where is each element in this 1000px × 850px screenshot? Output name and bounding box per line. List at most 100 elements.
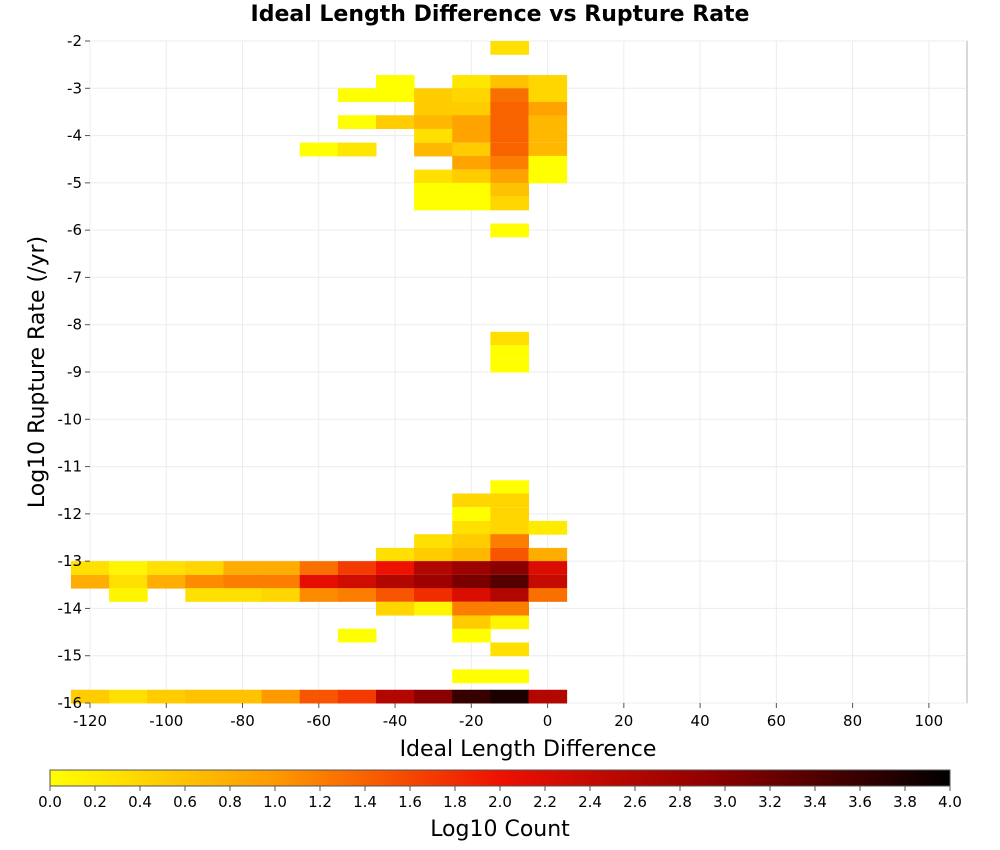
- heatmap-cell: [261, 561, 301, 575]
- heatmap-cell: [337, 574, 377, 589]
- heatmap-cell: [528, 75, 568, 89]
- x-tick-label: 100: [915, 712, 944, 730]
- heatmap-cell: [185, 588, 224, 602]
- heatmap-cell: [528, 547, 568, 562]
- heatmap-cell: [452, 169, 491, 184]
- x-tick-label: 60: [767, 712, 786, 730]
- x-tick-label: -100: [149, 712, 183, 730]
- heatmap-cell: [452, 115, 491, 129]
- y-tick-label: -16: [58, 694, 83, 712]
- heatmap-cell: [70, 574, 110, 589]
- heatmap-cell: [223, 588, 263, 602]
- heatmap-cell: [528, 102, 568, 116]
- heatmap-cell: [109, 689, 148, 704]
- heatmap-cell: [452, 88, 491, 103]
- heatmap-cell: [375, 601, 415, 616]
- heatmap-cell: [223, 689, 263, 704]
- heatmap-cell: [414, 574, 453, 589]
- heatmap-cell: [490, 507, 529, 521]
- y-axis-title: Log10 Rupture Rate (/yr): [25, 236, 50, 508]
- heatmap-cell: [528, 520, 568, 535]
- heatmap-cell: [375, 75, 415, 89]
- heatmap-cell: [490, 102, 529, 116]
- heatmap-cell: [375, 547, 415, 562]
- heatmap-cell: [528, 561, 568, 575]
- x-axis-ticks: -120 -100 -80 -60 -40 -20 0 20 40 60 80 100: [73, 703, 943, 730]
- heatmap-cell: [490, 520, 529, 535]
- y-tick-label: -10: [58, 410, 83, 428]
- heatmap-cell: [528, 142, 568, 157]
- heatmap-cell: [452, 520, 491, 535]
- colorbar-tick-label: 0.6: [173, 793, 197, 811]
- heatmap-cell: [337, 588, 377, 602]
- heatmap-cell: [414, 547, 453, 562]
- x-tick-label: 20: [614, 712, 633, 730]
- heatmap-cell: [414, 689, 453, 704]
- x-tick-label: -60: [307, 712, 332, 730]
- colorbar-title: Log10 Count: [430, 817, 570, 842]
- y-tick-label: -7: [67, 268, 82, 286]
- heatmap-cell: [490, 142, 529, 157]
- heatmap-cell: [375, 115, 415, 129]
- colorbar-tick-label: 3.6: [848, 793, 872, 811]
- heatmap-cell: [414, 601, 453, 616]
- heatmap-cell: [261, 689, 301, 704]
- x-tick-label: -80: [230, 712, 255, 730]
- heatmap-cell: [452, 588, 491, 602]
- heatmap-cell: [490, 169, 529, 184]
- y-tick-label: -11: [58, 458, 83, 476]
- x-axis-title: Ideal Length Difference: [400, 737, 657, 762]
- heatmap-cell: [337, 88, 377, 103]
- heatmap-cell: [490, 642, 529, 657]
- heatmap-cell: [452, 628, 491, 643]
- heatmap-cell: [452, 182, 491, 197]
- colorbar-tick-label: 3.4: [803, 793, 827, 811]
- heatmap-cell: [452, 142, 491, 157]
- heatmap-cell: [452, 102, 491, 116]
- colorbar-tick-label: 0.0: [38, 793, 62, 811]
- heatmap-cell: [490, 574, 529, 589]
- y-tick-label: -2: [67, 32, 82, 50]
- y-tick-label: -9: [67, 363, 82, 381]
- chart-title: Ideal Length Difference vs Rupture Rate: [250, 2, 750, 27]
- x-tick-label: 0: [543, 712, 553, 730]
- heatmap-cell: [452, 196, 491, 211]
- heatmap-cell: [528, 169, 568, 184]
- heatmap-cell: [490, 561, 529, 575]
- x-tick-label: 40: [691, 712, 710, 730]
- heatmap-cell: [414, 169, 453, 184]
- heatmap-cell: [490, 155, 529, 170]
- heatmap-cell: [223, 561, 263, 575]
- colorbar-tick-label: 3.2: [758, 793, 782, 811]
- colorbar-tick-label: 2.2: [533, 793, 557, 811]
- colorbar-tick-label: 0.8: [218, 793, 242, 811]
- y-tick-label: -4: [67, 127, 82, 145]
- heatmap-cell: [490, 182, 529, 197]
- heatmap-cell: [337, 115, 377, 129]
- heatmap-cell: [452, 493, 491, 508]
- colorbar-tick-label: 0.2: [83, 793, 107, 811]
- x-tick-label: -20: [459, 712, 484, 730]
- heatmap-cell: [528, 689, 568, 704]
- heatmap-cell: [490, 41, 529, 55]
- colorbar-tick-label: 2.8: [668, 793, 692, 811]
- y-tick-label: -12: [58, 505, 83, 523]
- y-tick-label: -3: [67, 79, 82, 97]
- colorbar-tick-label: 0.4: [128, 793, 152, 811]
- colorbar-tick-label: 3.0: [713, 793, 737, 811]
- heatmap-cell: [223, 574, 263, 589]
- heatmap-cell: [299, 588, 339, 602]
- heatmap-cell: [490, 75, 529, 89]
- heatmap-cells: [70, 41, 568, 704]
- heatmap-cell: [299, 574, 339, 589]
- heatmap-cell: [490, 534, 529, 548]
- heatmap-cell: [414, 196, 453, 211]
- heatmap-cell: [490, 601, 529, 616]
- heatmap-cell: [490, 615, 529, 630]
- colorbar-tick-label: 1.2: [308, 793, 332, 811]
- heatmap-cell: [70, 689, 110, 704]
- heatmap-cell: [185, 561, 224, 575]
- y-tick-label: -6: [67, 221, 82, 239]
- y-tick-label: -5: [67, 174, 82, 192]
